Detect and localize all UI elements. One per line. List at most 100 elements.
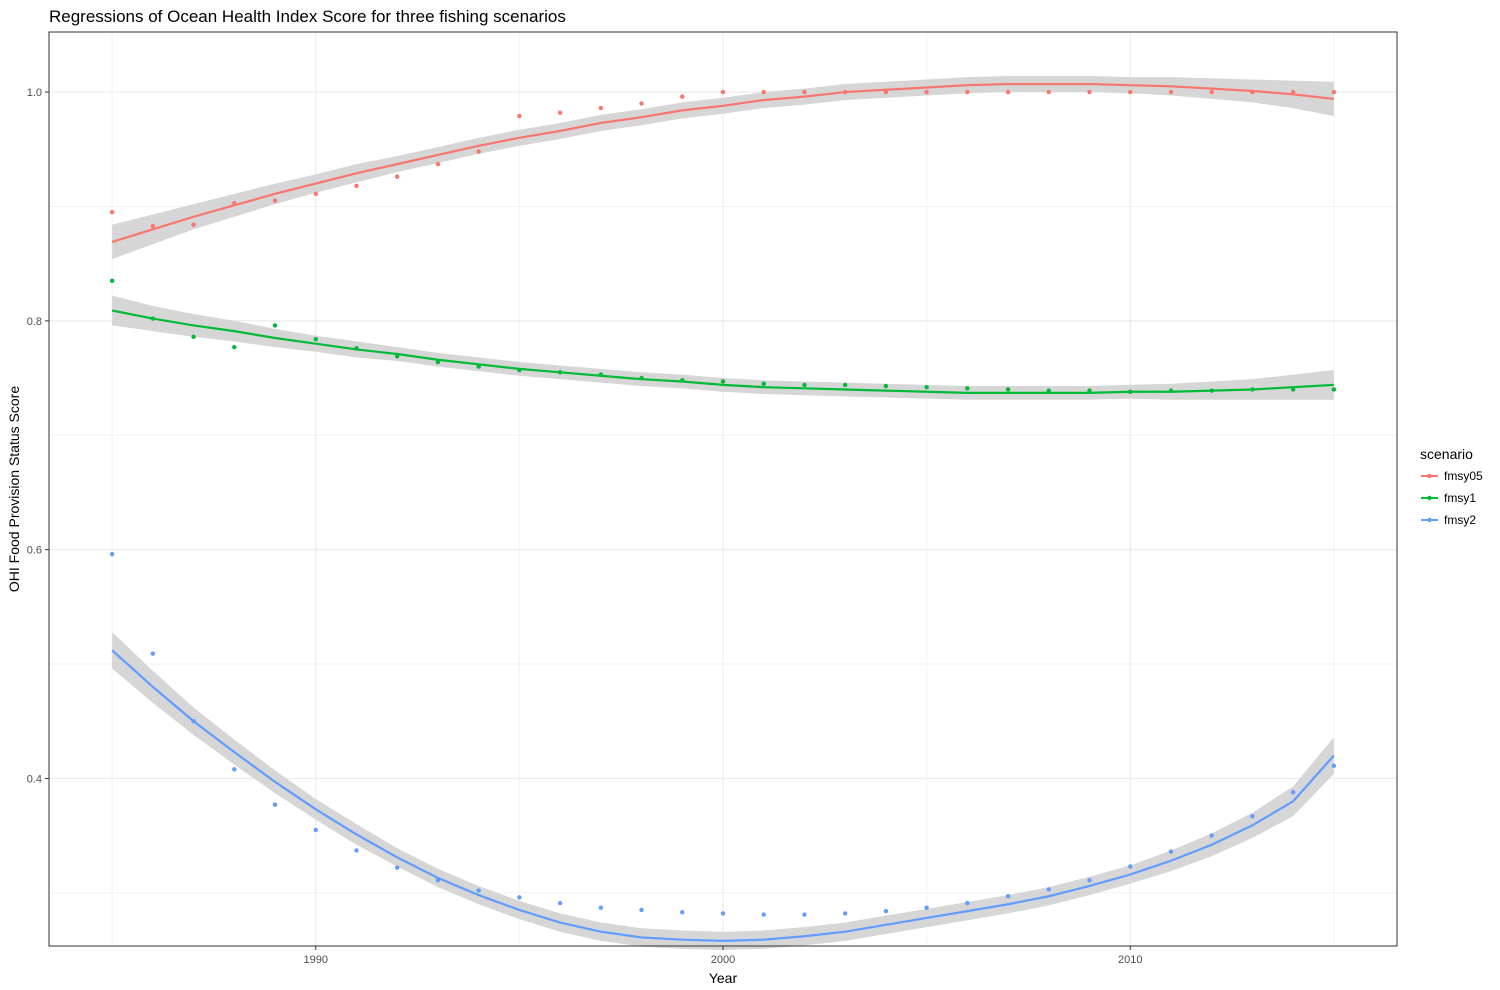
fit-line-fmsy2 xyxy=(111,649,1335,942)
legend-label-fmsy2: fmsy2 xyxy=(1444,513,1476,527)
data-point-fmsy1 xyxy=(1290,387,1296,392)
data-point-fmsy1 xyxy=(965,386,970,391)
data-point-fmsy1 xyxy=(1209,388,1214,393)
data-point-fmsy05 xyxy=(1168,89,1174,95)
data-point-fmsy05 xyxy=(639,101,644,106)
data-point-fmsy05 xyxy=(1046,89,1052,95)
data-point-fmsy05 xyxy=(354,183,359,189)
data-point-fmsy2 xyxy=(150,651,156,656)
x-tick-label: 1990 xyxy=(304,954,328,966)
data-point-fmsy1 xyxy=(150,316,156,321)
data-point-fmsy05 xyxy=(720,89,726,95)
data-point-fmsy1 xyxy=(313,336,318,342)
legend-label-fmsy1: fmsy1 xyxy=(1444,491,1476,505)
data-point-fmsy05 xyxy=(109,209,115,215)
data-point-fmsy2 xyxy=(517,895,522,900)
y-tick-label: 0.6 xyxy=(27,545,42,557)
data-point-fmsy05 xyxy=(680,94,685,99)
data-point-fmsy05 xyxy=(924,89,929,95)
data-point-fmsy1 xyxy=(1087,388,1092,393)
y-tick-label: 1.0 xyxy=(27,87,42,99)
data-point-fmsy1 xyxy=(517,367,522,373)
data-point-fmsy05 xyxy=(557,110,563,115)
data-point-fmsy2 xyxy=(924,905,929,910)
data-point-fmsy05 xyxy=(1087,89,1092,95)
y-tick-label: 0.4 xyxy=(27,773,42,785)
data-point-fmsy1 xyxy=(435,359,441,365)
data-point-fmsy2 xyxy=(557,900,563,906)
data-point-fmsy05 xyxy=(150,223,156,229)
confidence-band-fmsy2 xyxy=(112,631,1334,951)
data-point-fmsy2 xyxy=(1331,763,1337,769)
data-point-fmsy2 xyxy=(965,900,970,906)
data-point-fmsy2 xyxy=(394,865,400,870)
data-point-fmsy05 xyxy=(1250,89,1255,95)
data-point-fmsy2 xyxy=(598,905,604,910)
legend-label-fmsy05: fmsy05 xyxy=(1444,469,1483,483)
data-point-fmsy1 xyxy=(1128,389,1133,394)
data-point-fmsy05 xyxy=(1290,89,1296,95)
data-point-fmsy1 xyxy=(802,382,807,388)
data-point-fmsy1 xyxy=(394,354,400,359)
chart-title: Regressions of Ocean Health Index Score … xyxy=(49,7,566,26)
data-point-fmsy1 xyxy=(476,364,481,369)
data-point-fmsy1 xyxy=(272,323,278,328)
data-point-fmsy2 xyxy=(1209,833,1214,838)
data-point-fmsy2 xyxy=(883,908,889,914)
data-point-fmsy05 xyxy=(313,191,318,197)
data-point-fmsy2 xyxy=(1128,864,1133,869)
data-point-fmsy2 xyxy=(1046,887,1052,892)
y-axis-title: OHI Food Provision Status Score xyxy=(6,386,22,592)
data-point-fmsy05 xyxy=(232,200,237,206)
confidence-band-fmsy05 xyxy=(112,76,1334,260)
data-point-fmsy1 xyxy=(1168,388,1174,393)
data-point-fmsy1 xyxy=(598,372,604,377)
data-point-fmsy05 xyxy=(761,89,766,95)
legend-key-point-fmsy2 xyxy=(1427,517,1432,523)
data-point-fmsy05 xyxy=(1005,89,1011,95)
data-point-fmsy1 xyxy=(924,384,929,390)
data-point-fmsy2 xyxy=(802,912,807,917)
data-point-fmsy05 xyxy=(435,161,441,167)
data-point-fmsy1 xyxy=(557,370,563,375)
data-point-fmsy2 xyxy=(232,767,237,772)
data-point-fmsy1 xyxy=(354,346,359,351)
data-points xyxy=(109,89,1337,917)
x-axis-title: Year xyxy=(709,970,738,986)
data-point-fmsy2 xyxy=(354,848,359,853)
x-tick-label: 2010 xyxy=(1118,954,1142,966)
data-point-fmsy05 xyxy=(1128,89,1133,95)
data-point-fmsy1 xyxy=(639,375,644,381)
data-point-fmsy2 xyxy=(720,911,726,916)
data-point-fmsy05 xyxy=(1331,89,1337,95)
data-point-fmsy1 xyxy=(109,278,115,284)
data-point-fmsy2 xyxy=(1087,878,1092,883)
data-point-fmsy05 xyxy=(476,149,481,154)
data-point-fmsy05 xyxy=(965,89,970,95)
data-point-fmsy05 xyxy=(191,222,196,227)
data-point-fmsy1 xyxy=(232,344,237,350)
data-point-fmsy05 xyxy=(842,89,848,95)
y-tick-label: 0.8 xyxy=(27,316,42,328)
data-point-fmsy1 xyxy=(680,378,685,383)
data-point-fmsy2 xyxy=(1168,849,1174,854)
x-axis-ticks: 1990 2000 2010 xyxy=(304,946,1142,966)
data-point-fmsy1 xyxy=(1250,387,1255,392)
data-point-fmsy2 xyxy=(272,802,278,807)
fit-line-fmsy05 xyxy=(111,82,1335,243)
data-point-fmsy05 xyxy=(883,89,889,95)
data-point-fmsy1 xyxy=(1046,388,1052,393)
legend-key-point-fmsy05 xyxy=(1427,473,1432,479)
data-point-fmsy2 xyxy=(191,719,196,724)
data-point-fmsy05 xyxy=(517,113,522,119)
data-point-fmsy1 xyxy=(720,379,726,384)
x-tick-label: 2000 xyxy=(711,954,735,966)
data-point-fmsy2 xyxy=(476,888,481,893)
data-point-fmsy1 xyxy=(1331,387,1337,392)
data-point-fmsy2 xyxy=(1005,894,1011,899)
data-point-fmsy1 xyxy=(761,381,766,386)
data-point-fmsy2 xyxy=(1290,789,1296,795)
data-point-fmsy2 xyxy=(639,907,644,913)
legend-key-point-fmsy1 xyxy=(1427,495,1432,501)
